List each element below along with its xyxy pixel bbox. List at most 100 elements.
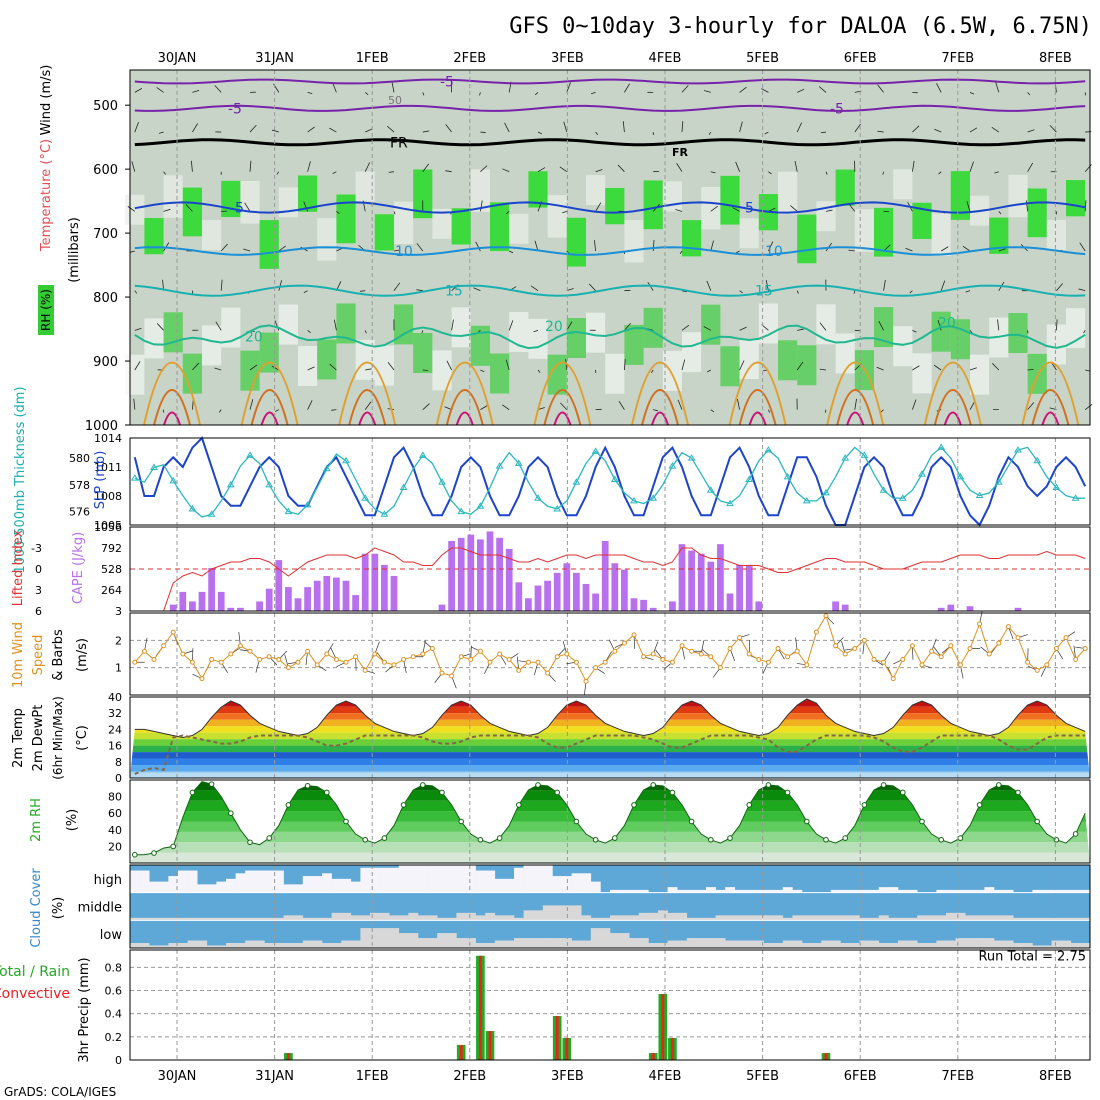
wind-speed-marker: [986, 651, 992, 657]
cloud-cover-bar: [494, 878, 505, 893]
wind-barb: [243, 248, 251, 252]
wind-speed-marker: [861, 637, 867, 643]
rh-patch: [931, 311, 951, 352]
thickness-marker: [476, 502, 485, 509]
cloud-cover-bar: [667, 940, 678, 948]
wind-barb: [1083, 330, 1086, 334]
cloud-cover-bar: [456, 938, 467, 948]
cloud-cover-bar: [293, 915, 304, 921]
thickness-marker: [610, 475, 619, 482]
isotherm-line: [134, 324, 1086, 350]
cloud-cover-bar: [869, 940, 880, 948]
rh-patch: [1066, 308, 1086, 349]
cape-bar: [573, 572, 580, 611]
wind-barb: [386, 125, 395, 133]
cape-bar: [563, 563, 571, 611]
wind-barb: [566, 288, 574, 292]
rh-patch: [470, 325, 490, 366]
wind-speed-marker: [660, 656, 666, 662]
thickness-marker: [822, 488, 830, 496]
temp-tick-label: 24: [108, 723, 122, 736]
precip-convective-bar: [651, 1053, 655, 1060]
wind-barb: [480, 405, 488, 410]
cloud-cover-bar: [792, 940, 803, 948]
cloud-cover-bar: [1070, 889, 1081, 893]
cloud-cover-bar: [571, 905, 582, 921]
wind-tick-label: 2: [115, 634, 122, 647]
cloud-cover-bar: [946, 940, 956, 948]
cloud-cover-bar: [581, 915, 592, 921]
wind-barb: [134, 361, 141, 371]
cape-bar: [525, 598, 532, 611]
cloud-cover-bar: [840, 943, 851, 948]
cloud-cover-bar: [754, 940, 764, 948]
cape-bar: [707, 561, 715, 611]
cloud-axis-label: Cloud Cover: [29, 868, 44, 948]
rh-patch: [1046, 219, 1066, 250]
cloud-cover-bar: [1061, 940, 1072, 948]
wind-barb: [1084, 200, 1087, 212]
cloud-cover-bar: [446, 865, 457, 893]
thickness-marker: [668, 462, 677, 469]
wind-barb: [764, 131, 769, 135]
rh-patch: [182, 187, 202, 237]
wind-barb: [790, 205, 798, 212]
rh-patch: [1046, 324, 1066, 365]
cloud-cover-bar: [379, 912, 390, 921]
cloud-cover-bar: [878, 887, 889, 893]
wind-speed-marker: [573, 659, 579, 665]
cloud-cover-bar: [466, 938, 476, 948]
wind-barb: [278, 280, 283, 291]
wind-barb: [618, 400, 625, 410]
wind-barb: [652, 240, 655, 252]
cloud-cover-bar: [389, 928, 400, 948]
rh-marker: [976, 802, 983, 808]
surface-contour: [728, 361, 787, 426]
wind-barb: [965, 290, 971, 293]
dewpoint-line: [134, 734, 1086, 775]
thickness-marker: [188, 504, 197, 512]
wind-speed-marker: [929, 648, 935, 654]
wind-speed-marker: [305, 648, 311, 654]
cloud-cover-bar: [619, 915, 630, 921]
wind-barb: [703, 326, 711, 331]
wind-barb: [387, 362, 395, 371]
rh-marker: [669, 789, 676, 796]
wind-barb: [595, 131, 599, 135]
wind-speed-marker: [458, 654, 464, 660]
cloud-cover-bar: [936, 915, 947, 921]
wind-barb: [214, 367, 222, 371]
isotherm-line: [134, 104, 1086, 112]
temp-band: [130, 700, 1090, 707]
wind-speed-marker: [1053, 646, 1059, 652]
cloud-cover-bar: [936, 940, 947, 948]
wind-axis-label-1: 10m Wind: [11, 622, 26, 688]
cape-bar: [496, 537, 503, 611]
wind-barb: [651, 369, 654, 373]
cape-tick-label: 3: [115, 605, 122, 618]
cloud-cover-bar: [1051, 940, 1062, 948]
cloud-cover-bar: [197, 884, 208, 893]
cloud-cover-bar: [782, 887, 793, 893]
precip-convective-bar: [488, 1031, 492, 1060]
wind-barb: [480, 131, 486, 133]
rh-patch: [202, 325, 222, 366]
rh-patch: [394, 201, 414, 245]
cloud-cover-bar: [744, 889, 755, 893]
cloud-cover-bar: [533, 910, 544, 921]
wind-barb: [732, 207, 740, 212]
rh-patch: [912, 353, 932, 394]
wind-barb: [307, 400, 313, 410]
wind-barb: [969, 367, 977, 371]
temp-band: [130, 726, 1090, 733]
cloud-cover-bar: [427, 938, 438, 948]
cape-bar: [179, 591, 187, 611]
cloud-cover-bar: [706, 887, 716, 893]
isotherm-label: 20: [245, 330, 263, 346]
temp-band: [130, 758, 1090, 766]
thickness-marker: [706, 486, 715, 493]
thickness-marker: [207, 510, 216, 517]
cloud-cover-bar: [293, 884, 304, 893]
isotherm-line: [134, 78, 1086, 85]
cape-bar: [438, 604, 446, 611]
